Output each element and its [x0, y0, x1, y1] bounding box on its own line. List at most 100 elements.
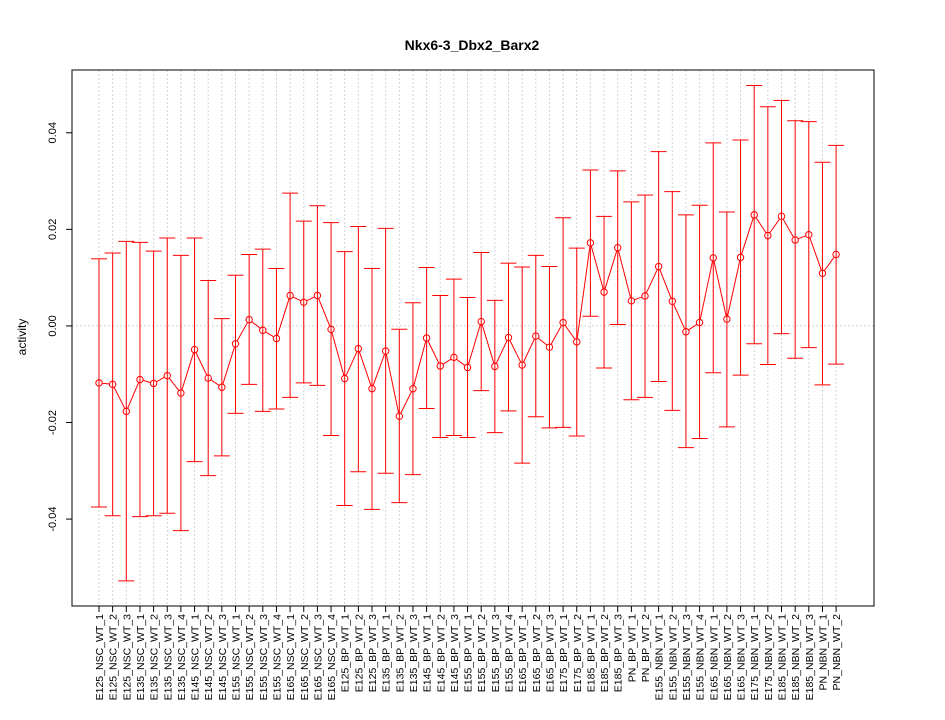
series-segment	[509, 340, 522, 363]
data-point	[764, 231, 772, 240]
x-tick-label: E155_BP_WT_4	[504, 614, 516, 692]
series-segment	[688, 323, 698, 331]
series-segment	[755, 217, 767, 234]
series-segment	[823, 256, 835, 271]
data-point	[95, 379, 103, 387]
data-point	[491, 362, 499, 371]
data-point	[586, 239, 595, 247]
data-point	[545, 343, 554, 351]
data-point	[272, 334, 281, 343]
y-tick-label: -0.02	[47, 410, 59, 435]
data-point	[190, 345, 199, 354]
series-segment	[634, 296, 643, 301]
x-tick-label: E155_BP_WT_2	[476, 614, 488, 692]
data-point	[108, 380, 117, 389]
series-segment	[345, 351, 358, 376]
x-tick-label: E165_NSC_WT_1	[285, 614, 297, 701]
x-tick-label: E145_NSC_WT_3	[217, 614, 229, 701]
x-axis: E125_NSC_WT_1 E125_NSC_WT_2 E125_NSC_WT_3 E…	[94, 606, 843, 700]
data-point	[573, 338, 581, 346]
x-tick-label: E185_BP_WT_2	[599, 614, 611, 692]
series-segment	[645, 269, 658, 294]
x-tick-label: E165_BP_WT_1	[517, 614, 529, 692]
data-point	[709, 254, 717, 262]
x-tick-label: E185_NBN_WT_3	[804, 614, 816, 701]
series-segment	[251, 321, 261, 329]
data-point	[136, 375, 144, 384]
y-tick-label: -0.04	[47, 507, 59, 532]
series-segment	[306, 296, 315, 302]
data-point	[300, 298, 308, 306]
data-points	[95, 211, 840, 420]
x-tick-label: E125_NSC_WT_1	[94, 614, 106, 701]
x-tick-label: E185_BP_WT_1	[585, 614, 597, 692]
series-segment	[564, 324, 576, 340]
series-segment	[809, 237, 822, 271]
data-point	[463, 363, 472, 372]
x-tick-label: E145_NSC_WT_1	[190, 614, 202, 701]
x-tick-label: E135_BP_WT_1	[381, 614, 393, 692]
x-tick-label: E185_NBN_WT_1	[777, 614, 789, 701]
data-point	[163, 371, 171, 380]
series-segment	[673, 304, 686, 330]
x-tick-label: E155_NSC_WT_4	[271, 614, 283, 701]
data-point	[750, 211, 758, 219]
series-segment	[358, 351, 372, 386]
series-segment	[604, 250, 618, 290]
series-segment	[590, 245, 604, 290]
series-segment	[782, 218, 794, 238]
x-tick-label: E165_NBN_WT_1	[708, 614, 720, 701]
data-point	[422, 334, 431, 342]
data-point	[218, 383, 226, 391]
x-tick-label: E185_NBN_WT_2	[790, 614, 802, 701]
x-tick-label: E175_BP_WT_1	[558, 614, 570, 692]
x-tick-label: E125_NSC_WT_2	[108, 614, 120, 701]
y-tick-label: 0.04	[47, 122, 59, 143]
series-segment	[222, 346, 236, 385]
plot-frame	[71, 69, 875, 607]
x-tick-label: E135_NSC_WT_4	[176, 614, 188, 701]
x-tick-label: E165_NSC_WT_3	[312, 614, 324, 701]
x-tick-label: E175_NBN_WT_2	[763, 614, 775, 701]
series-segment	[495, 340, 508, 364]
x-tick-label: E175_NBN_WT_1	[749, 614, 761, 701]
x-tick-label: E125_BP_WT_3	[367, 614, 379, 692]
data-point	[450, 353, 458, 362]
data-point	[477, 317, 485, 326]
data-point	[177, 389, 185, 397]
series-segment	[467, 324, 481, 365]
series-segment	[331, 332, 345, 376]
series-segment	[741, 217, 754, 255]
series-segment	[127, 382, 140, 409]
y-tick-label: 0.00	[47, 315, 59, 336]
data-point	[832, 250, 840, 259]
series-segment	[372, 353, 386, 386]
data-point	[600, 288, 608, 296]
x-tick-label: E135_NSC_WT_1	[135, 614, 147, 701]
x-tick-label: E125_BP_WT_1	[340, 614, 352, 692]
series-segment	[142, 379, 151, 384]
x-tick-label: E185_BP_WT_3	[613, 614, 625, 692]
y-axis: -0.04 -0.02 0.00 0.02 0.04	[47, 122, 72, 532]
data-point	[518, 361, 526, 369]
x-tick-label: E155_NBN_WT_1	[654, 614, 666, 701]
series-segment	[265, 331, 274, 338]
data-point	[504, 333, 513, 342]
data-point	[409, 385, 417, 393]
data-point	[368, 385, 376, 393]
data-point	[122, 407, 131, 416]
series-segment	[156, 376, 165, 383]
x-tick-label: E155_NSC_WT_3	[258, 614, 270, 701]
x-tick-label: PN_BP_WT_2	[640, 614, 652, 682]
series-segment	[168, 377, 180, 391]
series-segment	[659, 269, 672, 299]
series-segment	[195, 352, 208, 376]
series-segment	[427, 340, 440, 364]
data-point	[695, 318, 704, 327]
x-tick-label: E165_NBN_WT_3	[736, 614, 748, 701]
x-tick-label: E155_NSC_WT_1	[231, 614, 243, 701]
series-segment	[713, 260, 727, 317]
x-tick-label: E155_NBN_WT_4	[695, 614, 707, 701]
data-point	[641, 292, 649, 300]
x-tick-label: PN_BP_WT_1	[626, 614, 638, 682]
